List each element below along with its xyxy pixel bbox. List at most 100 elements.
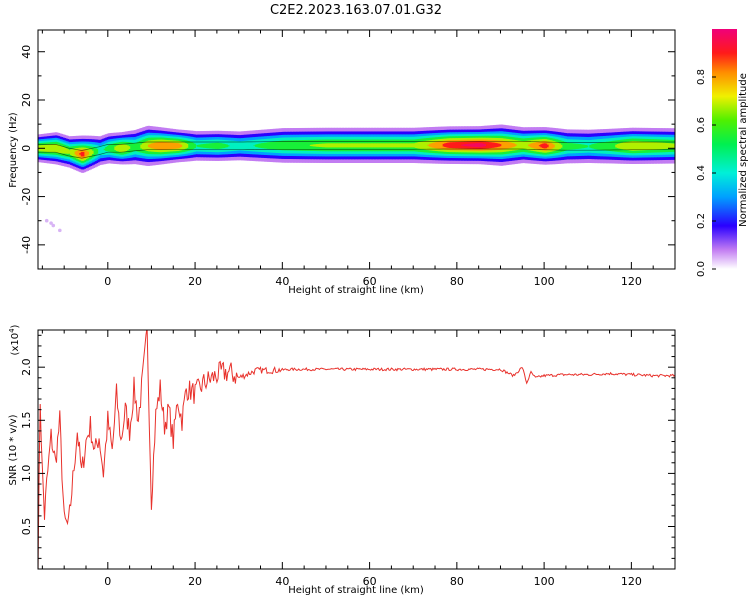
heatmap-x-label: Height of straight line (km) bbox=[288, 285, 424, 296]
heatmap-cell bbox=[337, 143, 340, 148]
heatmap-cell bbox=[209, 143, 212, 149]
heatmap-cell bbox=[169, 142, 172, 150]
heatmap-cell bbox=[563, 141, 566, 151]
heatmap-cell bbox=[109, 144, 112, 153]
heatmap-cell bbox=[465, 144, 468, 147]
y-tick-label: 20 bbox=[20, 93, 33, 107]
heatmap-cell bbox=[395, 143, 398, 148]
heatmap-cell bbox=[494, 142, 497, 148]
heatmap-ridge bbox=[38, 124, 675, 173]
heatmap-cell bbox=[639, 141, 642, 151]
heatmap-cell bbox=[280, 140, 283, 151]
heatmap-point bbox=[49, 221, 53, 225]
heatmap-cell bbox=[656, 142, 659, 150]
heatmap-cell bbox=[402, 143, 406, 148]
heatmap-cell bbox=[317, 143, 320, 147]
heatmap-cell bbox=[141, 143, 144, 150]
heatmap-cell bbox=[540, 144, 543, 148]
heatmap-cell bbox=[462, 144, 465, 146]
heatmap-cell bbox=[270, 141, 273, 150]
heatmap-cell bbox=[76, 150, 79, 157]
heatmap-cell bbox=[88, 148, 91, 158]
heatmap-cell bbox=[433, 142, 436, 149]
heatmap-cell bbox=[205, 143, 209, 149]
heatmap-cell bbox=[396, 143, 399, 148]
y-tick-label: -20 bbox=[20, 188, 33, 206]
heatmap-cell bbox=[624, 142, 627, 150]
heatmap-cell bbox=[358, 143, 361, 148]
heatmap-cell bbox=[360, 143, 363, 148]
heatmap-cell bbox=[189, 141, 192, 151]
heatmap-cell bbox=[534, 142, 537, 149]
heatmap-cell bbox=[60, 146, 64, 154]
heatmap-cell bbox=[467, 143, 470, 147]
x-tick-label: 0 bbox=[104, 575, 111, 588]
heatmap-cell bbox=[91, 150, 94, 155]
heatmap-cell bbox=[71, 148, 74, 157]
x-tick-label: 80 bbox=[450, 575, 464, 588]
snr-panel: 0 20 40 60 80 100 120 0.5 1.0 1.5 2.0 Height of s… bbox=[8, 324, 676, 596]
heatmap-cell bbox=[251, 140, 254, 152]
heatmap-cell bbox=[577, 143, 580, 149]
heatmap-cell bbox=[447, 142, 450, 148]
heatmap-cell bbox=[522, 141, 525, 149]
heatmap-cell bbox=[335, 143, 338, 148]
heatmap-cell bbox=[320, 143, 323, 148]
heatmap-cell bbox=[496, 143, 499, 148]
heatmap-cell bbox=[373, 143, 377, 148]
heatmap-cell bbox=[227, 145, 230, 147]
heatmap-cell bbox=[486, 141, 490, 149]
heatmap-cell bbox=[94, 147, 97, 156]
heatmap-cell bbox=[512, 143, 516, 147]
heatmap-cell bbox=[264, 142, 267, 149]
heatmap-cell bbox=[645, 141, 648, 151]
heatmap-cell bbox=[86, 151, 89, 155]
heatmap-cell bbox=[519, 140, 522, 150]
heatmap-cell bbox=[473, 143, 476, 147]
heatmap-cell bbox=[121, 144, 125, 153]
heatmap-cell bbox=[409, 143, 412, 148]
snr-x-label: Height of straight line (km) bbox=[288, 585, 424, 596]
heatmap-cell bbox=[383, 143, 386, 148]
heatmap-cell bbox=[250, 140, 253, 152]
heatmap-cell bbox=[537, 141, 540, 150]
heatmap-cell bbox=[318, 143, 322, 147]
heatmap-cell bbox=[247, 140, 250, 152]
heatmap-cell bbox=[651, 142, 655, 150]
heatmap-cell bbox=[398, 143, 401, 148]
heatmap-cell bbox=[418, 142, 421, 149]
y-tick-label: 2.0 bbox=[20, 358, 33, 376]
heatmap-cell bbox=[99, 146, 102, 156]
heatmap-cell bbox=[45, 144, 48, 152]
heatmap-cell bbox=[135, 142, 138, 152]
heatmap-point bbox=[58, 228, 62, 233]
heatmap-cell bbox=[308, 139, 311, 151]
heatmap-cell bbox=[491, 142, 494, 148]
heatmap-cell bbox=[450, 142, 453, 149]
heatmap-cell bbox=[73, 148, 76, 157]
heatmap-cell bbox=[528, 144, 531, 147]
heatmap-cell bbox=[441, 141, 444, 150]
heatmap-cell bbox=[314, 144, 317, 147]
heatmap-cell bbox=[583, 144, 586, 149]
heatmap-cell bbox=[471, 143, 474, 147]
heatmap-cell bbox=[517, 140, 520, 150]
heatmap-cell bbox=[143, 142, 146, 151]
heatmap-cell bbox=[459, 141, 462, 149]
heatmap-cell bbox=[392, 143, 395, 148]
heatmap-cell bbox=[83, 149, 86, 158]
heatmap-cell bbox=[300, 140, 303, 151]
heatmap-cell bbox=[406, 143, 409, 148]
heatmap-cell bbox=[276, 141, 279, 150]
heatmap-cell bbox=[244, 140, 247, 151]
heatmap-cell bbox=[416, 142, 419, 149]
heatmap-cell bbox=[267, 142, 270, 149]
snr-y-label: SNR (10 * v/v) bbox=[8, 414, 19, 485]
heatmap-cell bbox=[241, 141, 244, 151]
heatmap-cell bbox=[424, 140, 427, 150]
heatmap-cell bbox=[515, 140, 519, 150]
heatmap-cell bbox=[609, 141, 612, 151]
colorbar-tick-label: 0.4 bbox=[696, 165, 707, 181]
heatmap-cell bbox=[508, 142, 511, 149]
